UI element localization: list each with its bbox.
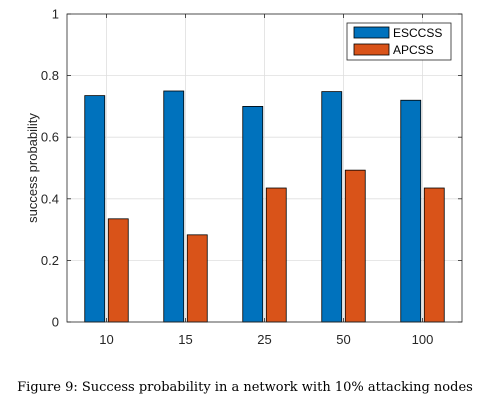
figure-caption: Figure 9: Success probability in a netwo…	[17, 380, 473, 395]
legend-swatch-apcss	[353, 43, 390, 56]
y-tick-label: 0	[52, 315, 59, 330]
y-axis-label: success probability	[25, 113, 40, 223]
bar-apcss-25	[265, 187, 287, 323]
x-tick-label: 10	[99, 332, 113, 347]
bar-apcss-15	[186, 234, 208, 323]
bar-apcss-10	[107, 218, 129, 323]
y-tick-label: 0.2	[41, 253, 59, 268]
y-tick-label: 1	[52, 7, 59, 22]
x-tick-label: 25	[257, 332, 271, 347]
x-tick-label: 50	[336, 332, 350, 347]
y-tick-label: 0.8	[41, 68, 59, 83]
bar-esccss-25	[242, 106, 264, 323]
y-tick-label: 0.4	[41, 191, 59, 206]
bar-apcss-100	[423, 187, 445, 323]
bar-esccss-50	[321, 91, 343, 323]
legend-swatch-esccss	[353, 26, 390, 39]
legend-label-apcss: APCSS	[393, 43, 434, 57]
bar-apcss-50	[344, 169, 366, 323]
bar-chart: 0 0.2 0.4 0.6 0.8 1 10 15 25 50 100 success probab…	[25, 7, 463, 347]
grid-layer	[67, 13, 462, 323]
legend: ESCCSS APCSS	[346, 22, 452, 61]
y-tick-label: 0.6	[41, 130, 59, 145]
x-tick-label: 100	[412, 332, 434, 347]
ticks-layer: 0 0.2 0.4 0.6 0.8 1 10 15 25 50 100	[41, 7, 462, 347]
x-tick-label: 15	[178, 332, 192, 347]
bar-esccss-15	[163, 90, 185, 323]
legend-label-esccss: ESCCSS	[393, 26, 442, 40]
bar-esccss-100	[400, 99, 422, 323]
bar-esccss-10	[84, 95, 106, 323]
